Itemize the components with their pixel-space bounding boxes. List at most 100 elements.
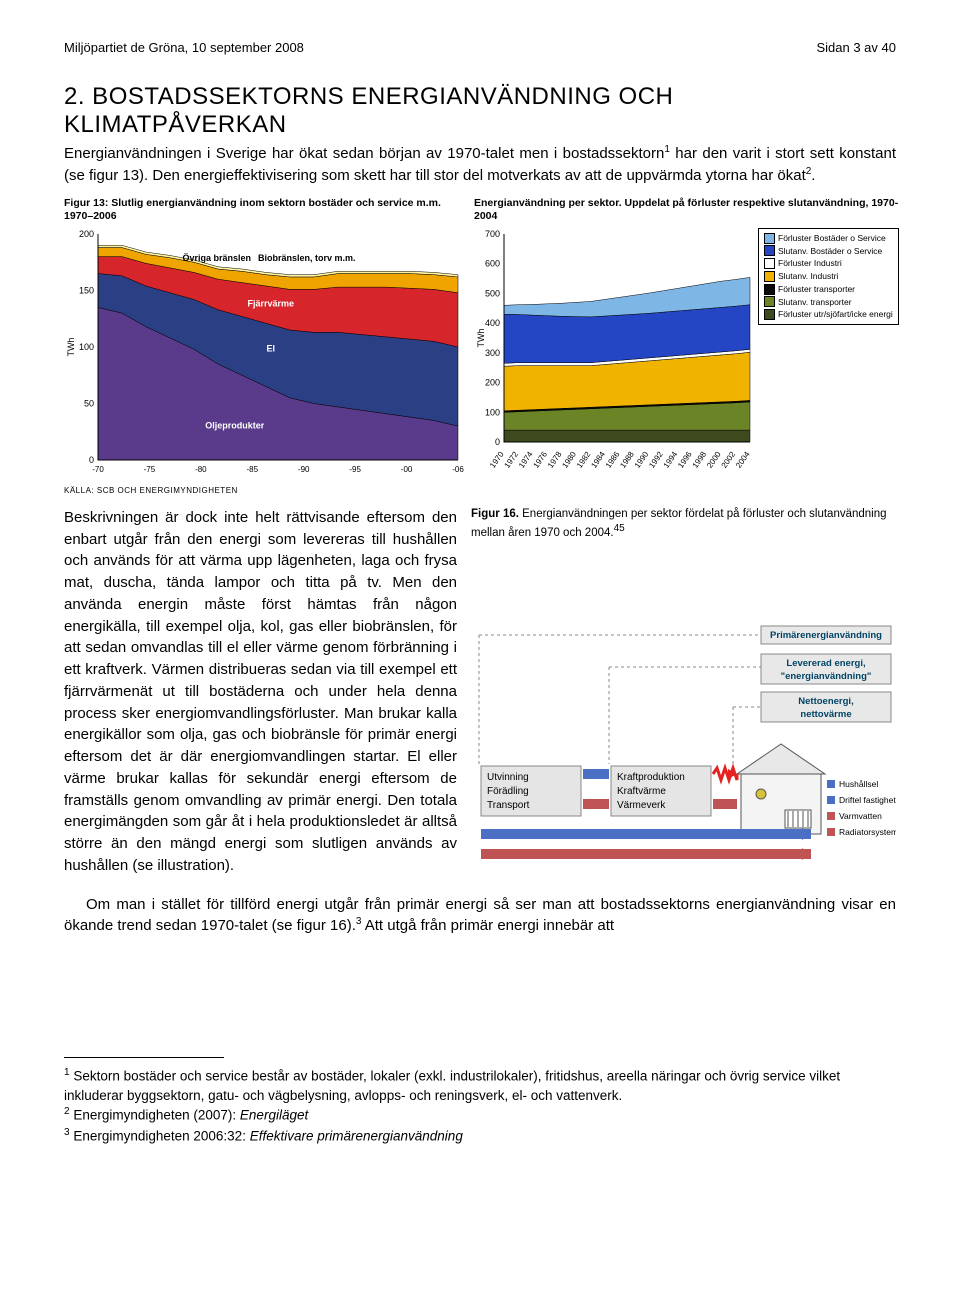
- footnote-3: 3 Energimyndigheten 2006:32: Effektivare…: [64, 1126, 896, 1146]
- legend-label: Förluster Industri: [778, 257, 842, 270]
- chart-source: KÄLLA: SCB OCH ENERGIMYNDIGHETEN: [64, 486, 464, 495]
- svg-text:2000: 2000: [705, 449, 723, 469]
- legend-label: Slutanv. transporter: [778, 296, 852, 309]
- svg-text:Radiatorsystem (motsvarande): Radiatorsystem (motsvarande): [839, 827, 896, 837]
- svg-text:1990: 1990: [633, 449, 651, 469]
- svg-text:TWh: TWh: [66, 337, 76, 356]
- svg-text:200: 200: [485, 377, 500, 387]
- svg-text:1984: 1984: [589, 449, 607, 469]
- svg-text:Fjärrvärme: Fjärrvärme: [248, 298, 295, 308]
- svg-text:0: 0: [89, 455, 94, 465]
- body-columns: Figur 16. Energianvändningen per sektor …: [64, 507, 896, 937]
- section-title: 2. BOSTADSSEKTORNS ENERGIANVÄNDNING OCH …: [64, 83, 896, 139]
- svg-text:300: 300: [485, 348, 500, 358]
- footnote-text: Energimyndigheten (2007):: [70, 1108, 240, 1123]
- energy-diagram-wrap: Primärenergianvändning Levererad energi, "…: [471, 624, 896, 888]
- footnote-separator: [64, 1057, 224, 1058]
- legend-swatch: [764, 296, 775, 307]
- paragraph-text: Energianvändningen i Sverige har ökat se…: [64, 145, 664, 162]
- svg-text:1982: 1982: [575, 449, 593, 469]
- stacked-area-chart: 050100150200TWh-70-75-80-85-90-95-00-06Ö…: [64, 228, 464, 478]
- legend-label: Förluster transporter: [778, 283, 855, 296]
- svg-text:Transport: Transport: [487, 800, 530, 811]
- paragraph-text: .: [811, 167, 815, 184]
- fig16-block: Figur 16. Energianvändningen per sektor …: [471, 507, 896, 548]
- svg-text:400: 400: [485, 318, 500, 328]
- caption-text: Slutlig energianvändning inom sektorn bo…: [64, 197, 441, 223]
- legend-label: Förluster Bostäder o Service: [778, 232, 886, 245]
- chart-title: Energianvändning per sektor. Uppdelat på…: [474, 197, 899, 224]
- legend-label: Slutanv. Bostäder o Service: [778, 245, 882, 258]
- svg-text:2002: 2002: [720, 449, 738, 469]
- svg-text:Varmvatten: Varmvatten: [839, 811, 882, 821]
- svg-text:1992: 1992: [647, 449, 665, 469]
- svg-text:-80: -80: [195, 465, 207, 474]
- svg-text:1994: 1994: [662, 449, 680, 469]
- chart-fig13: Figur 13: Slutlig energianvändning inom …: [64, 197, 464, 495]
- svg-text:200: 200: [79, 229, 94, 239]
- svg-text:1974: 1974: [517, 449, 535, 469]
- svg-text:Förädling: Förädling: [487, 786, 529, 797]
- legend-swatch: [764, 284, 775, 295]
- footnote-text: Sektorn bostäder och service består av b…: [64, 1069, 840, 1103]
- svg-text:TWh: TWh: [476, 328, 486, 347]
- caption-prefix: Figur 16.: [471, 508, 522, 520]
- legend-item: Slutanv. transporter: [764, 296, 893, 309]
- chart-sector: Energianvändning per sektor. Uppdelat på…: [474, 197, 899, 495]
- footnote-text: Effektivare primärenergianvändning: [250, 1128, 463, 1143]
- header-right: Sidan 3 av 40: [816, 40, 896, 55]
- svg-text:Kraftvärme: Kraftvärme: [617, 786, 666, 797]
- svg-text:1998: 1998: [691, 449, 709, 469]
- svg-text:Hushållsel: Hushållsel: [839, 779, 878, 789]
- svg-text:-75: -75: [144, 465, 156, 474]
- svg-text:nettovärme: nettovärme: [800, 709, 851, 720]
- caption-text: Energianvändningen per sektor fördelat p…: [471, 508, 887, 539]
- legend-item: Slutanv. Bostäder o Service: [764, 245, 893, 258]
- legend-label: Förluster utr/sjöfart/icke energi: [778, 308, 893, 321]
- legend-item: Slutanv. Industri: [764, 270, 893, 283]
- svg-text:2004: 2004: [734, 449, 752, 469]
- svg-text:1972: 1972: [503, 449, 521, 469]
- legend-swatch: [764, 271, 775, 282]
- svg-text:"energianvändning": "energianvändning": [781, 671, 872, 682]
- svg-text:1988: 1988: [618, 449, 636, 469]
- svg-text:700: 700: [485, 229, 500, 239]
- intro-paragraph: Energianvändningen i Sverige har ökat se…: [64, 143, 896, 187]
- energy-flow-diagram: Primärenergianvändning Levererad energi, "…: [471, 624, 896, 884]
- svg-text:Levererad energi,: Levererad energi,: [786, 658, 865, 669]
- footnote-ref: 45: [614, 523, 625, 534]
- svg-text:1986: 1986: [604, 449, 622, 469]
- svg-text:El: El: [267, 343, 276, 353]
- svg-text:-00: -00: [401, 465, 413, 474]
- svg-text:Primärenergianvändning: Primärenergianvändning: [770, 630, 882, 641]
- svg-text:Utvinning: Utvinning: [487, 772, 529, 783]
- svg-text:-95: -95: [349, 465, 361, 474]
- stacked-area-chart: 0100200300400500600700TWh197019721974197…: [474, 228, 754, 476]
- svg-text:Värmeverk: Värmeverk: [617, 800, 666, 811]
- legend-item: Förluster transporter: [764, 283, 893, 296]
- legend-swatch: [764, 258, 775, 269]
- svg-text:-06: -06: [452, 465, 464, 474]
- svg-text:1996: 1996: [676, 449, 694, 469]
- footnote-text: Energimyndigheten 2006:32:: [70, 1128, 250, 1143]
- svg-text:500: 500: [485, 288, 500, 298]
- footnotes: 1 Sektorn bostäder och service består av…: [64, 1057, 896, 1146]
- footnote-text: Energiläget: [240, 1108, 308, 1123]
- legend-item: Förluster utr/sjöfart/icke energi: [764, 308, 893, 321]
- paragraph-text: Att utgå från primär energi innebär att: [361, 917, 614, 934]
- svg-text:600: 600: [485, 258, 500, 268]
- svg-text:0: 0: [495, 437, 500, 447]
- svg-text:1978: 1978: [546, 449, 564, 469]
- svg-text:1976: 1976: [531, 449, 549, 469]
- svg-text:1980: 1980: [560, 449, 578, 469]
- footnote-2: 2 Energimyndigheten (2007): Energiläget: [64, 1105, 896, 1125]
- svg-text:50: 50: [84, 398, 94, 408]
- chart-row: Figur 13: Slutlig energianvändning inom …: [64, 197, 896, 495]
- svg-text:-70: -70: [92, 465, 104, 474]
- body-paragraph-3: Om man i stället för tillförd energi utg…: [64, 894, 896, 938]
- svg-text:Oljeprodukter: Oljeprodukter: [205, 420, 265, 430]
- svg-text:1970: 1970: [488, 449, 506, 469]
- svg-text:Övriga bränslen: Övriga bränslen: [183, 253, 252, 263]
- legend-item: Förluster Industri: [764, 257, 893, 270]
- svg-text:Biobränslen, torv m.m.: Biobränslen, torv m.m.: [258, 253, 356, 263]
